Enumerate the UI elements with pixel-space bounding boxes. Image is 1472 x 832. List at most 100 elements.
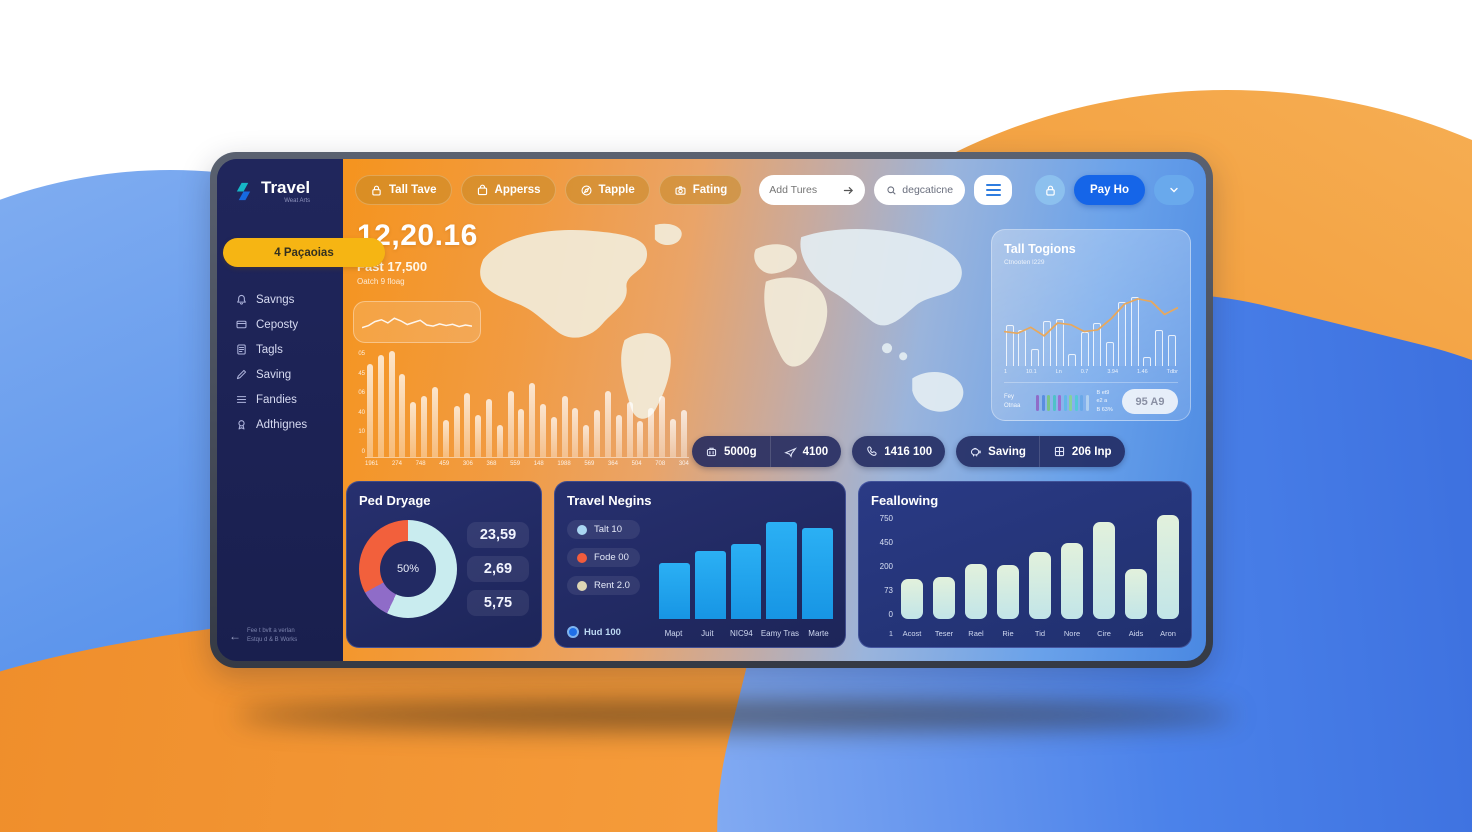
bar <box>1061 543 1083 619</box>
stat-label: 4100 <box>802 445 829 458</box>
sidebar-item-company[interactable]: Ceposty <box>235 318 343 331</box>
bar <box>496 425 503 457</box>
negins-chart-xaxis: Mapt Juit NIC94 Eamy Tras Marte <box>659 629 833 638</box>
toolbar-button-apperss[interactable]: Apperss <box>460 175 556 205</box>
toolbar-button-tall-tave[interactable]: Tall Tave <box>355 175 452 205</box>
negins-card-title: Travel Negins <box>567 493 652 508</box>
stat-label: 206 Inp <box>1071 445 1112 458</box>
tick-label: 0 <box>888 610 893 619</box>
bar <box>431 387 438 457</box>
stat-phone[interactable]: 1416 100 <box>852 436 945 467</box>
toolbar-button-label: Apperss <box>494 184 541 196</box>
bar <box>1125 568 1147 619</box>
toolbar-button-fating[interactable]: Fating <box>658 175 743 205</box>
bar <box>648 408 655 457</box>
tick-label: 304 <box>678 461 689 467</box>
back-arrow-icon[interactable]: ← <box>229 629 241 643</box>
stat-label: 5000g <box>724 445 757 458</box>
bar <box>766 522 798 619</box>
bar <box>518 409 525 457</box>
search-box[interactable] <box>759 175 866 205</box>
arrow-right-icon[interactable] <box>842 184 855 197</box>
sidebar-item-label: Ceposty <box>256 318 299 331</box>
sidebar-item-tags[interactable]: Tagls <box>235 343 343 356</box>
lock-button[interactable] <box>1035 175 1065 205</box>
bar <box>694 551 726 619</box>
bar <box>997 565 1019 619</box>
bar <box>604 391 611 457</box>
sidebar-item-savings[interactable]: Savngs <box>235 293 343 306</box>
following-card: Feallowing 750 450 200 73 0 Acost Teser Rael Ri… <box>858 481 1192 648</box>
legend-item[interactable]: Rent 2.0 <box>567 576 640 595</box>
bar <box>594 410 601 457</box>
sparkline-card <box>353 301 481 343</box>
stat-flights[interactable]: 4100 <box>769 436 842 467</box>
hero-caption: Oatch 9 floag <box>357 277 405 286</box>
bar <box>572 408 579 457</box>
mini-bar <box>1036 394 1039 411</box>
hamburger-icon <box>985 183 1001 187</box>
stats-row: 5000g 4100 1416 100 <box>692 436 1190 467</box>
sidebar-item-airlines[interactable]: Adthignes <box>235 418 343 431</box>
plane-icon <box>783 447 797 458</box>
search-icon <box>887 185 896 195</box>
logo-subtitle: Weat Arts <box>284 198 311 204</box>
legend-dot <box>577 580 587 591</box>
lock-icon <box>372 185 381 196</box>
stat-hotels[interactable]: 5000g <box>692 436 770 467</box>
destinations-label: degcaticne <box>902 184 954 196</box>
tick-label: 708 <box>655 461 666 467</box>
dropdown-button[interactable] <box>1154 175 1194 205</box>
following-card-title: Feallowing <box>871 493 939 508</box>
main-chart-yaxis: 05 45 06 40 10 0 <box>349 351 365 467</box>
bar <box>1030 348 1039 366</box>
stat-saving[interactable]: Saving <box>956 436 1039 467</box>
toolbar-button-tapple[interactable]: Tapple <box>564 175 650 205</box>
tick-label: 274 <box>391 461 402 467</box>
search-input[interactable] <box>769 184 840 196</box>
regions-subtitle: Ctnooten l229 <box>1004 259 1045 266</box>
pay-button[interactable]: Pay Ho <box>1074 175 1145 205</box>
bell-icon <box>237 294 246 305</box>
bar <box>388 351 395 457</box>
negins-footer[interactable]: Hud 100 <box>567 626 621 638</box>
bar <box>637 420 644 457</box>
legend-item[interactable]: Fode 00 <box>567 548 640 567</box>
world-map <box>480 223 964 419</box>
bar <box>453 406 460 457</box>
legend-item[interactable]: Talt 10 <box>567 520 640 539</box>
regions-panel: Tall Togions Ctnooten l229 1 10.1 Ln 0.7 3.9… <box>991 229 1191 421</box>
chevron-down-icon <box>1170 187 1178 193</box>
legend-label: Talt 10 <box>594 524 622 535</box>
regions-title: Tall Togions <box>1004 242 1076 256</box>
bar <box>550 416 557 457</box>
bar <box>561 395 568 457</box>
sidebar-item-policies[interactable]: Fandies <box>235 393 343 406</box>
bar <box>1105 341 1114 366</box>
sidebar-footer-line2: Estqu d & B Works <box>247 637 298 643</box>
bar <box>659 563 690 619</box>
negins-legend: Talt 10 Fode 00 Rent 2.0 <box>567 520 640 595</box>
tick-label: NIC94 <box>730 629 753 638</box>
legend-dot <box>577 552 587 563</box>
bar <box>615 414 622 457</box>
tick-label: 748 <box>415 461 426 467</box>
tick-label: 450 <box>879 538 893 547</box>
sidebar-item-packages-active[interactable]: 4 Paçaoias <box>223 238 385 267</box>
mini-bar <box>1074 394 1078 411</box>
bar <box>583 425 590 457</box>
tick-label: Aron <box>1160 629 1176 638</box>
stat-group: Saving 206 Inp <box>956 436 1125 467</box>
piggy-bank-icon <box>971 448 981 457</box>
stat-trips[interactable]: 206 Inp <box>1038 436 1125 467</box>
tick-label: 459 <box>439 461 450 467</box>
bar <box>529 382 536 457</box>
sidebar-item-label: Savngs <box>256 293 295 306</box>
sidebar-item-saving[interactable]: Saving <box>235 368 343 381</box>
menu-button[interactable] <box>974 175 1013 205</box>
destinations-pill[interactable]: degcaticne <box>874 175 966 205</box>
tick-label: Mapt <box>664 629 683 638</box>
regions-action-button[interactable]: 95 A9 <box>1122 389 1178 414</box>
divider <box>1004 382 1178 383</box>
tick-label: 73 <box>884 586 893 595</box>
